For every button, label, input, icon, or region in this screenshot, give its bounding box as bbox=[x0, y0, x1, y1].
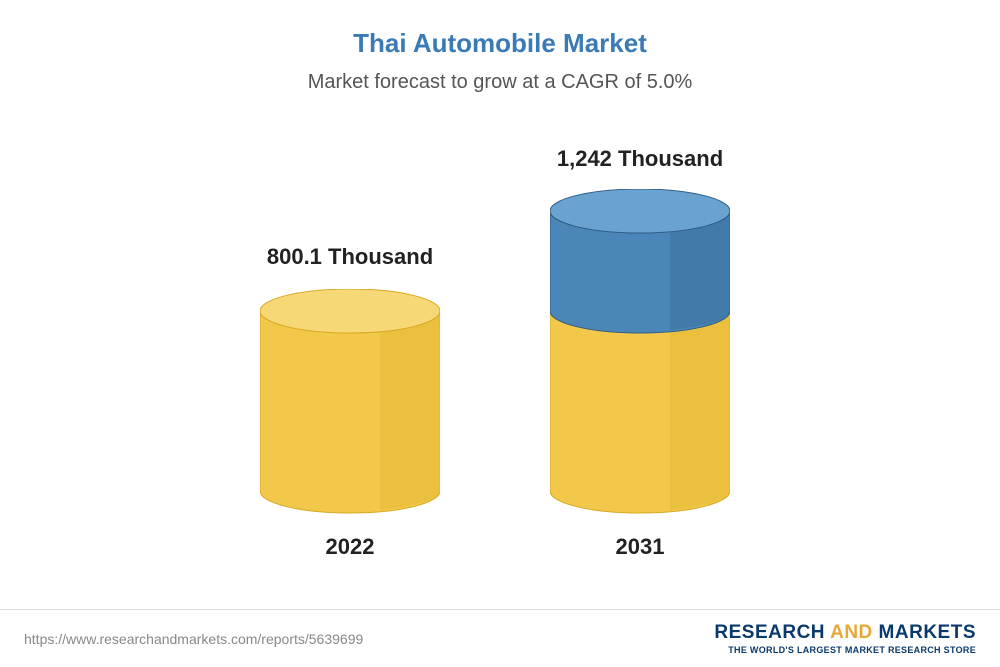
value-label-2022: 800.1 Thousand bbox=[260, 244, 440, 270]
brand-logo: RESEARCH AND MARKETS THE WORLD'S LARGEST… bbox=[714, 622, 976, 655]
chart-subtitle: Market forecast to grow at a CAGR of 5.0… bbox=[0, 71, 1000, 94]
chart-area: 800.1 Thousand 2022 1,242 Thousand 2031 bbox=[0, 114, 1000, 554]
cylinder-2022 bbox=[260, 289, 440, 519]
year-label-2022: 2022 bbox=[260, 534, 440, 560]
logo-word-markets: MARKETS bbox=[879, 622, 976, 643]
logo-text: RESEARCH AND MARKETS bbox=[714, 622, 976, 644]
chart-title: Thai Automobile Market bbox=[0, 0, 1000, 59]
value-label-2031: 1,242 Thousand bbox=[550, 146, 730, 172]
logo-tagline: THE WORLD'S LARGEST MARKET RESEARCH STOR… bbox=[714, 645, 976, 655]
source-url: https://www.researchandmarkets.com/repor… bbox=[24, 631, 363, 647]
logo-word-research: RESEARCH bbox=[714, 622, 825, 643]
logo-word-and: AND bbox=[830, 622, 873, 643]
cylinder-2031 bbox=[550, 189, 730, 519]
year-label-2031: 2031 bbox=[550, 534, 730, 560]
footer: https://www.researchandmarkets.com/repor… bbox=[0, 609, 1000, 667]
